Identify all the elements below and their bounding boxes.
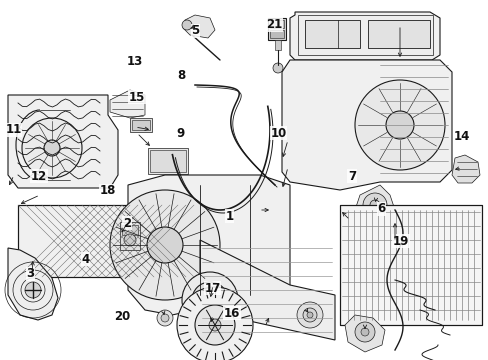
Circle shape [124, 234, 136, 246]
Text: 6: 6 [377, 202, 385, 215]
Polygon shape [247, 195, 271, 222]
Polygon shape [128, 175, 289, 315]
Circle shape [385, 111, 413, 139]
Bar [120, 222, 140, 250]
Bar [132, 120, 150, 130]
Text: 12: 12 [31, 170, 47, 183]
Text: 2: 2 [123, 217, 131, 230]
Polygon shape [200, 240, 334, 340]
Bar [269, 30, 284, 38]
Circle shape [192, 282, 227, 318]
Circle shape [360, 328, 368, 336]
Text: 1: 1 [225, 210, 233, 222]
Text: 11: 11 [5, 123, 22, 136]
Polygon shape [451, 155, 479, 183]
Text: 9: 9 [177, 127, 184, 140]
Polygon shape [289, 12, 439, 60]
Bar [367, 20, 429, 48]
Bar [267, 18, 285, 40]
Polygon shape [110, 90, 145, 118]
Text: 21: 21 [265, 18, 282, 31]
Circle shape [157, 310, 173, 326]
Polygon shape [282, 60, 451, 190]
Text: 14: 14 [453, 130, 469, 143]
Bar [297, 15, 432, 55]
Text: 15: 15 [128, 91, 145, 104]
Circle shape [202, 292, 218, 308]
Text: 17: 17 [204, 282, 221, 294]
Bar [18, 205, 128, 277]
Text: 5: 5 [191, 24, 199, 37]
Text: 8: 8 [177, 69, 184, 82]
Circle shape [369, 200, 379, 210]
Bar [339, 205, 481, 325]
Circle shape [195, 305, 235, 345]
Text: 16: 16 [224, 307, 240, 320]
Bar [122, 225, 138, 235]
Circle shape [362, 193, 386, 217]
Circle shape [182, 20, 192, 30]
Polygon shape [8, 95, 118, 188]
Text: 10: 10 [270, 127, 286, 140]
Bar [18, 205, 128, 277]
Bar [305, 20, 359, 48]
Text: 3: 3 [26, 267, 34, 280]
Text: 4: 4 [81, 253, 89, 266]
Bar [148, 148, 187, 174]
Circle shape [306, 312, 312, 318]
Circle shape [161, 314, 169, 322]
Circle shape [177, 287, 252, 360]
Text: 7: 7 [347, 170, 355, 183]
Polygon shape [354, 185, 394, 222]
Circle shape [110, 190, 220, 300]
Circle shape [182, 272, 238, 328]
Circle shape [25, 282, 41, 298]
Circle shape [354, 322, 374, 342]
Circle shape [147, 227, 183, 263]
Circle shape [272, 63, 283, 73]
Bar [339, 205, 481, 325]
Text: 13: 13 [126, 55, 142, 68]
Bar [130, 118, 152, 132]
Circle shape [44, 140, 60, 156]
Polygon shape [345, 315, 384, 352]
Circle shape [208, 319, 221, 331]
Bar [274, 40, 281, 50]
Circle shape [303, 308, 316, 322]
Circle shape [22, 118, 82, 178]
Circle shape [354, 80, 444, 170]
Text: 18: 18 [99, 184, 116, 197]
Bar [150, 150, 185, 172]
Polygon shape [183, 15, 215, 38]
Text: 20: 20 [114, 310, 130, 323]
Circle shape [296, 302, 323, 328]
Polygon shape [8, 248, 58, 320]
Bar [269, 20, 284, 28]
Text: 19: 19 [392, 235, 408, 248]
